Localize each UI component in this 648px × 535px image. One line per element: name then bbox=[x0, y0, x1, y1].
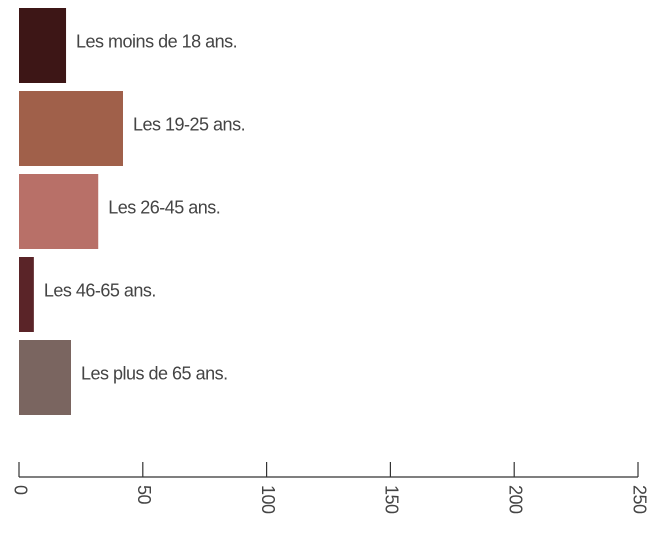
bar bbox=[19, 257, 34, 332]
bar bbox=[19, 8, 67, 83]
bar-label: Les 26-45 ans. bbox=[108, 197, 220, 217]
x-tick-label: 50 bbox=[134, 485, 154, 505]
bar-label: Les 19-25 ans. bbox=[133, 114, 245, 134]
bar-label: Les 46-65 ans. bbox=[44, 280, 156, 300]
bar bbox=[19, 174, 99, 249]
x-tick-label: 200 bbox=[505, 485, 525, 514]
bar bbox=[19, 91, 123, 166]
x-tick-label: 150 bbox=[382, 485, 402, 514]
bar bbox=[19, 340, 71, 415]
bar-label: Les moins de 18 ans. bbox=[76, 31, 237, 51]
x-tick-label: 0 bbox=[10, 485, 30, 495]
bar-label: Les plus de 65 ans. bbox=[81, 363, 228, 383]
x-tick-label: 250 bbox=[629, 485, 648, 514]
x-tick-label: 100 bbox=[258, 485, 278, 514]
